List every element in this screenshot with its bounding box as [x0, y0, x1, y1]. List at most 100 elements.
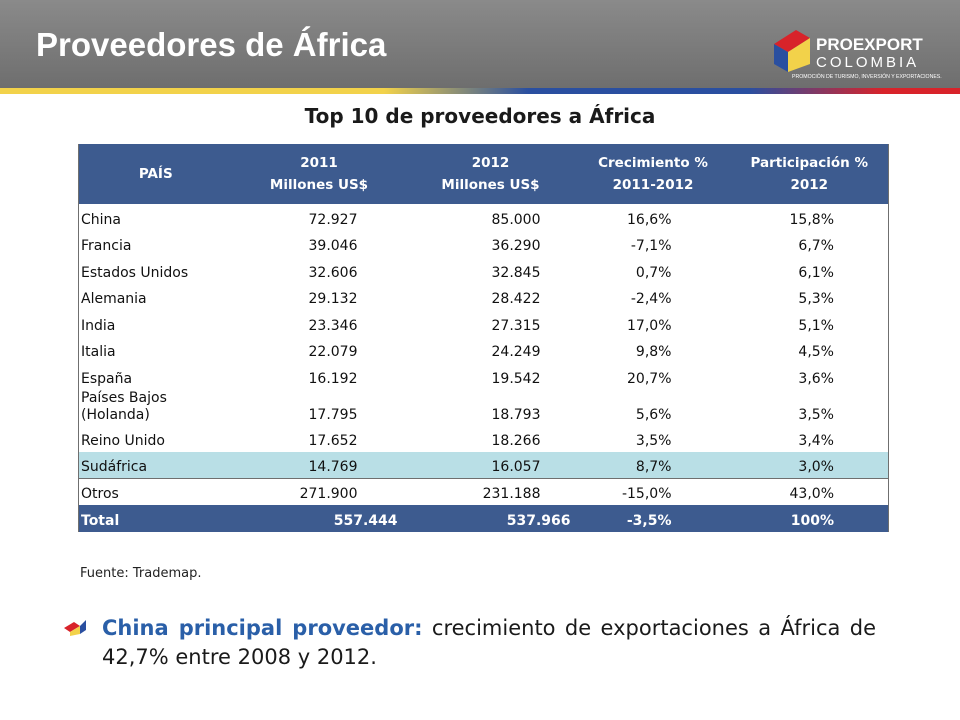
value-cell: 3,5% [635, 433, 672, 449]
value-cell: 85.000 [491, 211, 541, 228]
value-cell: 20,7% [627, 370, 672, 387]
table-row: Total 557.444 537.966 -3,5% 100% [78, 505, 889, 532]
value-cell: 17.652 [308, 433, 358, 449]
value-cell: 9,8% [635, 344, 672, 360]
value-cell: 14.769 [232, 452, 406, 479]
header-line: PAÍS [138, 166, 173, 182]
value-cell: 3,0% [730, 452, 889, 479]
table-row: España 16.192 19.542 20,7% 3,6% [78, 363, 889, 390]
table-row: Estados Unidos 32.606 32.845 0,7% 6,1% [78, 257, 889, 284]
value-cell: 18.266 [491, 433, 541, 449]
value-cell: 4,5% [798, 344, 834, 360]
header-line: Participación % [750, 155, 869, 171]
bullet-text: China principal proveedor: crecimiento d… [102, 614, 876, 672]
bullet-body: crecimiento de exportaciones a África de… [102, 616, 876, 669]
value-cell: 29.132 [308, 291, 358, 307]
table-row: Sudáfrica 14.769 16.057 8,7% 3,0% [78, 452, 889, 479]
header-line: Millones US$ [269, 177, 369, 193]
value-cell: 43,0% [730, 478, 889, 505]
value-cell: 16,6% [627, 211, 672, 228]
table-row: Francia 39.046 36.290 -7,1% 6,7% [78, 230, 889, 257]
column-header: 2011 Millones US$ [232, 144, 406, 204]
value-cell: 24.249 [491, 344, 541, 360]
value-cell: 36.290 [491, 238, 541, 254]
value-cell: 72.927 [308, 211, 358, 228]
country-cell: China [81, 211, 121, 228]
header-line: 2012 [790, 177, 829, 193]
data-table: PAÍS 2011 Millones US$ 2012 Millones US$ Crec… [78, 144, 889, 532]
logo-tagline: PROMOCIÓN DE TURISMO, INVERSIÓN Y EXPORT… [792, 73, 942, 80]
country-cell: Alemania [81, 291, 147, 307]
value-cell: -7,1% [630, 238, 672, 254]
bullet-lead: China principal proveedor: [102, 616, 423, 640]
value-cell: 18.793 [491, 406, 541, 423]
header-line: Crecimiento % [598, 155, 708, 171]
value-cell: 32.845 [491, 264, 541, 281]
logo-country: COLOMBIA [816, 54, 919, 71]
slide-title: Proveedores de África [36, 26, 387, 63]
value-cell: 19.542 [491, 370, 541, 387]
value-cell: 100% [730, 505, 889, 532]
value-cell: 28.422 [491, 291, 541, 307]
value-cell: 0,7% [635, 264, 672, 281]
value-cell: -15,0% [575, 478, 731, 505]
column-header: PAÍS [78, 144, 233, 204]
country-cell: Francia [81, 238, 132, 254]
value-cell: 6,7% [798, 238, 834, 254]
value-cell: 5,6% [635, 406, 672, 423]
table-row: Otros 271.900 231.188 -15,0% 43,0% [78, 478, 889, 505]
column-header: Crecimiento % 2011-2012 [575, 144, 731, 204]
country-cell: Italia [81, 344, 116, 360]
header-line: 2012 [471, 155, 510, 171]
table-row: Alemania 29.132 28.422 -2,4% 5,3% [78, 283, 889, 310]
table-row: India 23.346 27.315 17,0% 5,1% [78, 310, 889, 337]
source-note: Fuente: Trademap. [80, 566, 202, 581]
value-cell: 23.346 [308, 317, 358, 334]
table-row: Italia 22.079 24.249 9,8% 4,5% [78, 336, 889, 363]
column-header: 2012 Millones US$ [405, 144, 576, 204]
value-cell: 39.046 [308, 238, 358, 254]
value-cell: 557.444 [232, 505, 406, 532]
bullet-icon [64, 620, 86, 636]
value-cell: 3,6% [798, 370, 834, 387]
country-cell: Países Bajos (Holanda) [81, 389, 167, 423]
value-cell: 5,1% [798, 317, 834, 334]
value-cell: 32.606 [308, 264, 358, 281]
value-cell: 537.966 [405, 505, 576, 532]
value-cell: 8,7% [575, 452, 731, 479]
value-cell: 16.192 [308, 370, 358, 387]
value-cell: 271.900 [232, 478, 406, 505]
value-cell: 27.315 [491, 317, 541, 334]
value-cell: -2,4% [630, 291, 672, 307]
logo: PROEXPORT COLOMBIA PROMOCIÓN DE TURISMO,… [774, 30, 942, 80]
table-row: Reino Unido 17.652 18.266 3,5% 3,4% [78, 425, 889, 452]
value-cell: 17.795 [308, 406, 358, 423]
header-line: 2011 [300, 155, 338, 171]
value-cell: 231.188 [405, 478, 576, 505]
logo-name: PROEXPORT [816, 35, 923, 54]
country-cell: Otros [78, 478, 233, 505]
value-cell: 17,0% [627, 317, 672, 334]
value-cell: 22.079 [308, 344, 358, 360]
column-header: Participación % 2012 [730, 144, 889, 204]
country-cell: Reino Unido [81, 433, 165, 449]
country-cell: India [81, 317, 116, 334]
country-cell: Sudáfrica [78, 452, 233, 479]
table-title: Top 10 de proveedores a África [304, 104, 656, 128]
country-cell: España [81, 370, 133, 387]
header-row: PAÍS 2011 Millones US$ 2012 Millones US$ Crec… [78, 144, 889, 204]
value-cell: -3,5% [575, 505, 731, 532]
value-cell: 5,3% [798, 291, 834, 307]
value-cell: 16.057 [405, 452, 576, 479]
value-cell: 15,8% [789, 211, 834, 228]
value-cell: 3,4% [798, 433, 834, 449]
country-cell: Total [78, 505, 233, 532]
value-cell: 3,5% [798, 406, 834, 423]
header-line: 2011-2012 [612, 177, 694, 193]
table-row: China 72.927 85.000 16,6% 15,8% [78, 204, 889, 231]
value-cell: 6,1% [798, 264, 834, 281]
color-stripe [0, 88, 960, 94]
header-line: Millones US$ [441, 177, 540, 193]
table-row: Países Bajos (Holanda) 17.795 18.793 5,6% 3,… [78, 389, 889, 426]
